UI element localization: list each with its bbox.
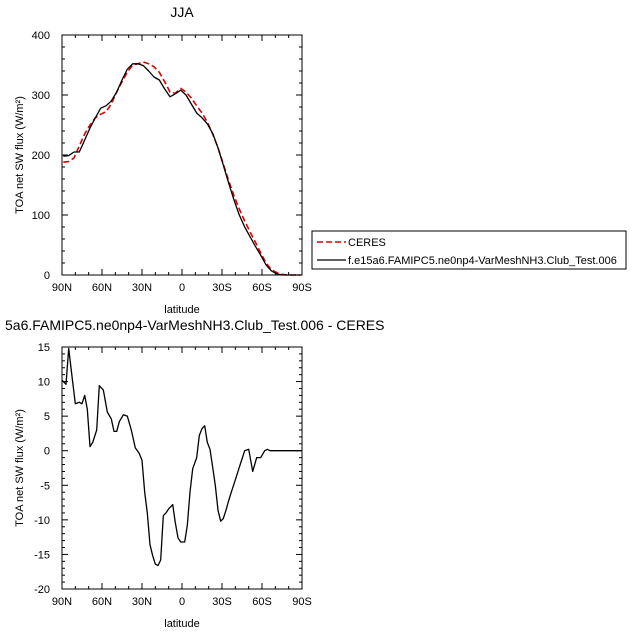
bottom-chart-x-tick-label: 30N [132,596,152,608]
legend-label-ceres: CERES [348,237,386,249]
top-chart-x-tick-label: 60N [92,282,112,294]
top-chart-x-tick-label: 0 [179,282,185,294]
bottom-chart-y-tick-label: 0 [44,446,50,458]
bottom-chart-x-tick-label: 60S [252,596,272,608]
legend-box [311,230,627,270]
bottom-chart-series [61,347,302,567]
bottom-chart-x-ticks: 90N 60N 30N 0 30S 60S 90S [52,347,312,608]
top-chart-y-tick-label: 0 [44,270,50,282]
bottom-chart-x-tick-label: 90S [292,596,312,608]
top-chart-y-tick-label: 200 [32,150,50,162]
top-chart-frame [61,34,303,276]
top-chart-series-line-0 [63,61,301,276]
bottom-chart-y-tick-label: -10 [34,515,50,527]
bottom-chart-x-tick-label: 60N [92,596,112,608]
top-chart-x-tick-label: 30N [132,282,152,294]
bottom-chart-y-tick-label: -15 [34,549,50,561]
bottom-chart-series-line-0 [61,347,302,567]
top-chart-x-label: latitude [164,304,199,316]
bottom-chart-y-ticks: -20 -15 -10 -5 0 5 10 15 [34,342,302,596]
top-chart-y-label: TOA net SW flux (W/m²) [14,96,26,214]
bottom-chart-y-tick-label: 10 [38,377,50,389]
top-chart-x-tick-label: 90N [52,282,72,294]
bottom-chart-frame [61,346,303,590]
top-chart-y-tick-label: 300 [32,90,50,102]
top-chart-x-tick-label: 30S [212,282,232,294]
bottom-chart-y-tick-label: 5 [44,411,50,423]
top-chart-x-ticks: 90N 60N 30N 0 30S 60S 90S [52,35,312,294]
top-chart-y-tick-label: 100 [32,210,50,222]
top-chart-x-tick-label: 60S [252,282,272,294]
top-chart-title: JJA [170,4,194,20]
legend-label-model: f.e15a6.FAMIPC5.ne0np4-VarMeshNH3.Club_T… [348,255,617,267]
bottom-chart-title: 5a6.FAMIPC5.ne0np4-VarMeshNH3.Club_Test.… [5,317,384,333]
top-chart-x-tick-label: 90S [292,282,312,294]
bottom-chart-y-tick-label: -5 [40,480,50,492]
bottom-chart-x-tick-label: 30S [212,596,232,608]
bottom-chart-x-tick-label: 90N [52,596,72,608]
top-chart-legend: CERES f.e15a6.FAMIPC5.ne0np4-VarMeshNH3.… [311,230,627,270]
bottom-chart-y-tick-label: -20 [34,584,50,596]
top-chart-series-line-1 [63,63,301,276]
bottom-chart: 5a6.FAMIPC5.ne0np4-VarMeshNH3.Club_Test.… [5,317,384,630]
top-chart: JJA 90N 60N 30N 0 30S 60S 90S 0 100 200 300 400 la… [14,4,312,316]
bottom-chart-y-label: TOA net SW flux (W/m²) [14,409,26,527]
bottom-chart-y-tick-label: 15 [38,342,50,354]
bottom-chart-x-label: latitude [164,618,199,630]
bottom-chart-x-tick-label: 0 [179,596,185,608]
top-chart-y-ticks: 0 100 200 300 400 [32,30,302,282]
top-chart-series [63,61,301,276]
top-chart-y-tick-label: 400 [32,30,50,42]
